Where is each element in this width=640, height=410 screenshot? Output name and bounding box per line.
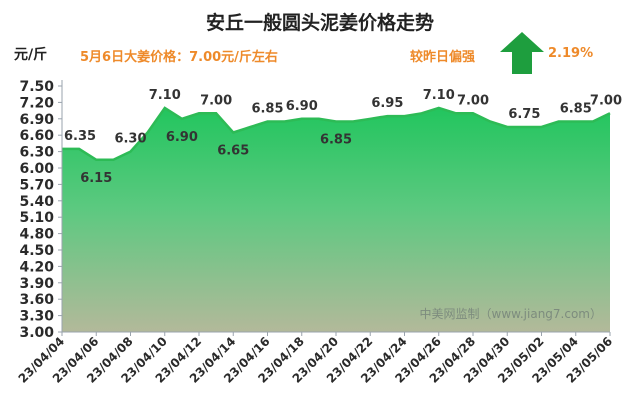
y-tick-label: 5.70 (19, 177, 54, 193)
data-label: 6.90 (286, 99, 318, 114)
data-label: 6.35 (64, 129, 96, 144)
price-note: 5月6日大姜价格：7.00元/斤左右 (80, 50, 278, 65)
data-label: 6.15 (80, 171, 112, 186)
y-tick-label: 4.50 (19, 243, 54, 259)
y-tick-label: 3.00 (19, 325, 54, 341)
y-tick-label: 6.90 (19, 112, 54, 128)
y-tick-label: 3.30 (19, 309, 54, 325)
data-label: 6.95 (371, 96, 403, 111)
y-tick-label: 7.50 (19, 79, 54, 95)
data-label: 6.85 (320, 133, 352, 148)
watermark: 中美网监制（www.jiang7.com） (420, 306, 602, 321)
data-label: 7.00 (200, 93, 232, 108)
data-label: 7.10 (423, 88, 455, 103)
price-line (62, 106, 611, 162)
price-area (62, 107, 610, 333)
y-tick-label: 6.60 (19, 128, 54, 144)
data-label: 6.30 (114, 132, 146, 147)
data-label: 6.85 (251, 102, 283, 117)
y-tick-label: 5.40 (19, 194, 54, 210)
y-tick-label: 6.00 (19, 161, 54, 177)
unit-label: 元/斤 (14, 47, 48, 63)
y-tick-label: 4.20 (19, 259, 54, 275)
y-tick-label: 3.90 (19, 276, 54, 292)
y-tick-label: 3.60 (19, 292, 54, 308)
y-tick-label: 4.80 (19, 227, 54, 243)
y-tick-label: 5.10 (19, 210, 54, 226)
up-arrow-icon (500, 32, 544, 74)
data-label: 6.85 (560, 102, 592, 117)
data-label: 6.90 (166, 130, 198, 145)
chart-title: 安丘一般圆头泥姜价格走势 (205, 12, 434, 34)
data-label: 7.00 (457, 93, 489, 108)
y-tick-label: 6.30 (19, 145, 54, 161)
y-tick-label: 7.20 (19, 95, 54, 111)
change-value: 2.19% (548, 46, 594, 61)
data-label: 6.65 (217, 143, 249, 158)
data-label: 7.00 (590, 93, 622, 108)
data-label: 7.10 (149, 88, 181, 103)
data-label: 6.75 (508, 107, 540, 122)
compare-label: 较昨日偏强 (410, 50, 476, 65)
